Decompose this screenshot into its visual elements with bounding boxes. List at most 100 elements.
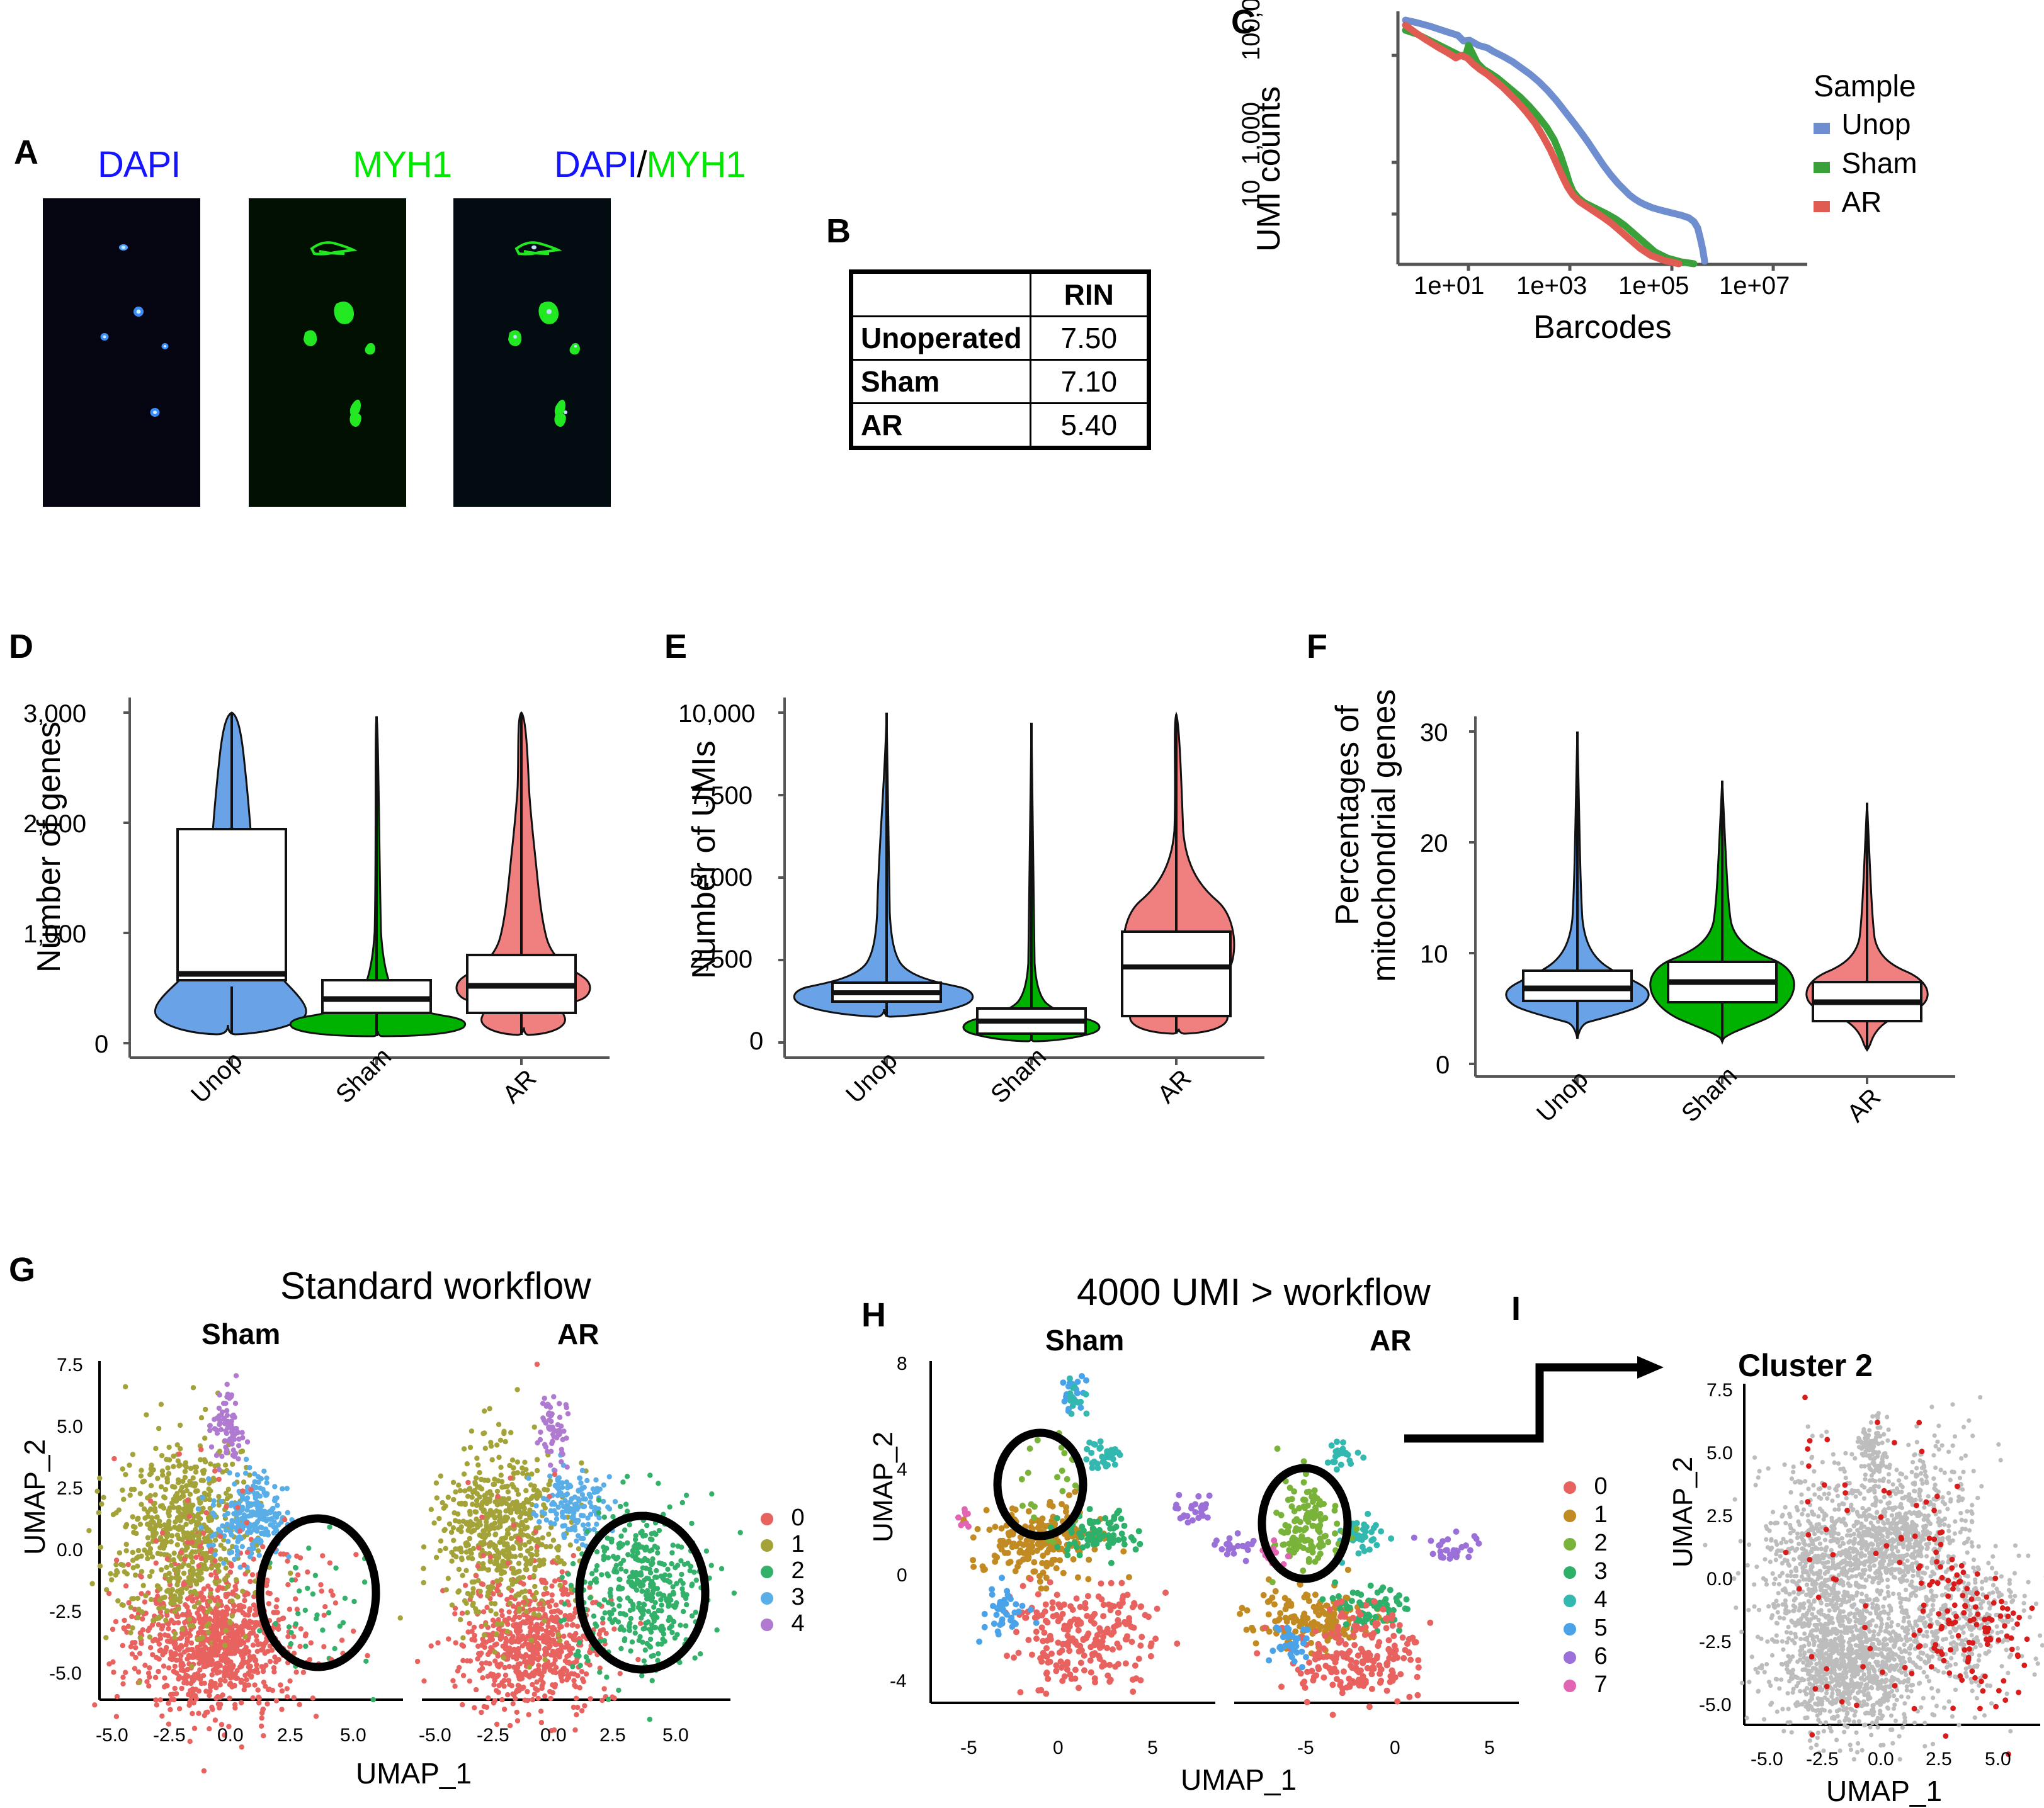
- panel-g-facet-title-sham: Sham: [202, 1317, 280, 1351]
- panel-c-legend-label-unop: Unop: [1841, 108, 1911, 140]
- panel-h-legend-item-5[interactable]: 5: [1564, 1615, 1608, 1642]
- panel-g-legend-item-3[interactable]: 3: [761, 1584, 805, 1611]
- panel-g-legend-item-1[interactable]: 1: [761, 1531, 805, 1558]
- panel-a-title-merge-dapi: DAPI: [554, 144, 637, 185]
- panel-h-ytick-8: 8: [897, 1353, 907, 1375]
- panel-h-legend-label-7: 7: [1594, 1671, 1607, 1698]
- panel-h-legend-item-7[interactable]: 7: [1564, 1671, 1608, 1698]
- panel-i-xtick-0.0: 0.0: [1868, 1749, 1894, 1770]
- panel-h-title: 4000 UMI > workflow: [1077, 1270, 1431, 1314]
- micrograph-merge: [453, 198, 611, 507]
- panel-h-ytick--4: -4: [890, 1671, 907, 1692]
- panel-d-ytick-0: 0: [94, 1031, 108, 1059]
- panel-h-xtick-5-sham: 5: [1147, 1737, 1158, 1759]
- panel-c-legend-item-sham[interactable]: Sham: [1814, 146, 1917, 180]
- panel-h-legend-label-5: 5: [1594, 1615, 1607, 1641]
- panel-c-legend-item-ar[interactable]: AR: [1814, 185, 1882, 219]
- panel-g-legend-item-0[interactable]: 0: [761, 1505, 805, 1532]
- legend-dot-h-cluster-2: [1564, 1538, 1576, 1551]
- panel-g-ytick-7.5: 7.5: [57, 1355, 83, 1376]
- panel-i-xaxis-label: UMAP_1: [1826, 1774, 1942, 1808]
- panel-h-xtick-0-ar: 0: [1390, 1737, 1400, 1759]
- panel-h-legend-item-2[interactable]: 2: [1564, 1530, 1608, 1557]
- panel-g-letter: G: [9, 1253, 35, 1287]
- panel-e-ytick-0: 0: [749, 1027, 763, 1056]
- panel-g-xtick-0.0-ar: 0.0: [540, 1725, 567, 1746]
- panel-i-ytick-0.0: 0.0: [1706, 1569, 1733, 1590]
- panel-g-legend-label-3: 3: [791, 1584, 804, 1610]
- panel-h-legend-label-1: 1: [1594, 1501, 1607, 1528]
- panel-i-umap-scatter: [1732, 1372, 2044, 1750]
- panel-d-letter: D: [9, 630, 33, 664]
- panel-a-title-merge: DAPI/MYH1: [554, 144, 746, 186]
- panel-h-legend-label-4: 4: [1594, 1586, 1607, 1613]
- panel-g-xtick--5.0-ar: -5.0: [419, 1725, 451, 1746]
- panel-h-ytick-0: 0: [897, 1565, 907, 1586]
- panel-c-yaxis-label: UMI counts: [1250, 86, 1288, 252]
- panel-i-xtick--5.0: -5.0: [1751, 1749, 1783, 1770]
- micrograph-dapi: [43, 198, 200, 507]
- panel-i-ytick-2.5: 2.5: [1706, 1506, 1733, 1527]
- panel-h-letter: H: [861, 1298, 886, 1332]
- panel-c-xtick-1e05: 1e+05: [1618, 272, 1689, 300]
- table-row: Sham 7.10: [851, 360, 1149, 404]
- panel-g-xtick-5.0-sham: 5.0: [340, 1725, 366, 1746]
- panel-f-ytick-0: 0: [1436, 1051, 1450, 1080]
- panel-e-ytick-7500: 7,500: [690, 782, 752, 810]
- panel-c-legend-item-unop[interactable]: Unop: [1814, 107, 1911, 141]
- panel-g-xtick--5.0-sham: -5.0: [96, 1725, 128, 1746]
- table-header-row: RIN: [851, 272, 1149, 317]
- panel-f-yaxis-label-line1: Percentages of: [1329, 705, 1366, 925]
- table-header-rin: RIN: [1030, 272, 1149, 317]
- panel-g-ytick-0.0: 0.0: [57, 1540, 83, 1561]
- panel-h-legend-item-3[interactable]: 3: [1564, 1558, 1608, 1585]
- panel-g-legend-item-2[interactable]: 2: [761, 1557, 805, 1585]
- legend-dot-h-cluster-7: [1564, 1680, 1576, 1692]
- table-cell-rin-sham: 7.10: [1030, 360, 1149, 404]
- panel-g-legend-item-4[interactable]: 4: [761, 1610, 805, 1637]
- legend-dot-h-cluster-3: [1564, 1566, 1576, 1579]
- panel-f-yaxis-label-line2: mitochondrial genes: [1365, 689, 1403, 982]
- panel-g-title: Standard workflow: [280, 1264, 591, 1308]
- panel-f-letter: F: [1307, 630, 1327, 664]
- panel-h-xtick-5-ar: 5: [1484, 1737, 1495, 1759]
- panel-h-legend-item-6[interactable]: 6: [1564, 1643, 1608, 1670]
- panel-g-ytick-5.0: 5.0: [57, 1416, 83, 1438]
- panel-b-letter: B: [826, 214, 851, 248]
- panel-h-legend-label-6: 6: [1594, 1643, 1607, 1670]
- panel-a-title-dapi: DAPI: [98, 144, 180, 186]
- panel-c-legend-label-sham: Sham: [1841, 147, 1917, 179]
- panel-g-yaxis-label: UMAP_2: [18, 1439, 52, 1555]
- panel-i-xtick--2.5: -2.5: [1806, 1749, 1839, 1770]
- panel-a-title-merge-slash: /: [637, 144, 646, 185]
- legend-dot-cluster-2: [761, 1566, 773, 1578]
- panel-g-ytick--2.5: -2.5: [49, 1602, 82, 1623]
- panel-e-ytick-10000: 10,000: [678, 700, 755, 728]
- panel-d-ytick-3000: 3,000: [23, 700, 86, 728]
- panel-a-letter: A: [14, 135, 38, 169]
- panel-f-ytick-30: 30: [1420, 719, 1448, 747]
- panel-h-xaxis-label: UMAP_1: [1181, 1763, 1297, 1797]
- panel-h-legend-item-1[interactable]: 1: [1564, 1501, 1608, 1528]
- panel-f-ytick-20: 20: [1420, 830, 1448, 858]
- panel-h-legend-label-3: 3: [1594, 1558, 1607, 1585]
- table-cell-label-ar: AR: [851, 404, 1031, 448]
- table-row: Unoperated 7.50: [851, 317, 1149, 360]
- panel-d-ytick-1000: 1,000: [23, 920, 86, 949]
- panel-c-legend-label-ar: AR: [1841, 186, 1882, 218]
- panel-h-legend-label-2: 2: [1594, 1530, 1607, 1556]
- table-row: AR 5.40: [851, 404, 1149, 448]
- panel-h-legend-item-4[interactable]: 4: [1564, 1586, 1608, 1613]
- panel-g-xtick-2.5-ar: 2.5: [599, 1725, 626, 1746]
- panel-i-yaxis-label: UMAP_2: [1667, 1457, 1699, 1568]
- panel-g-ytick--5.0: -5.0: [49, 1663, 82, 1685]
- legend-dot-h-cluster-4: [1564, 1595, 1576, 1607]
- legend-dot-cluster-4: [761, 1619, 773, 1631]
- panel-i-ytick--5.0: -5.0: [1699, 1695, 1732, 1716]
- panel-i-ytick--2.5: -2.5: [1699, 1632, 1732, 1653]
- panel-e-yaxis-label: Number of UMIs: [685, 740, 723, 979]
- panel-i-xtick-5.0: 5.0: [1985, 1749, 2011, 1770]
- legend-swatch-unop: [1814, 123, 1830, 134]
- panel-g-xtick-0.0-sham: 0.0: [217, 1725, 244, 1746]
- micrograph-myh1: [249, 198, 406, 507]
